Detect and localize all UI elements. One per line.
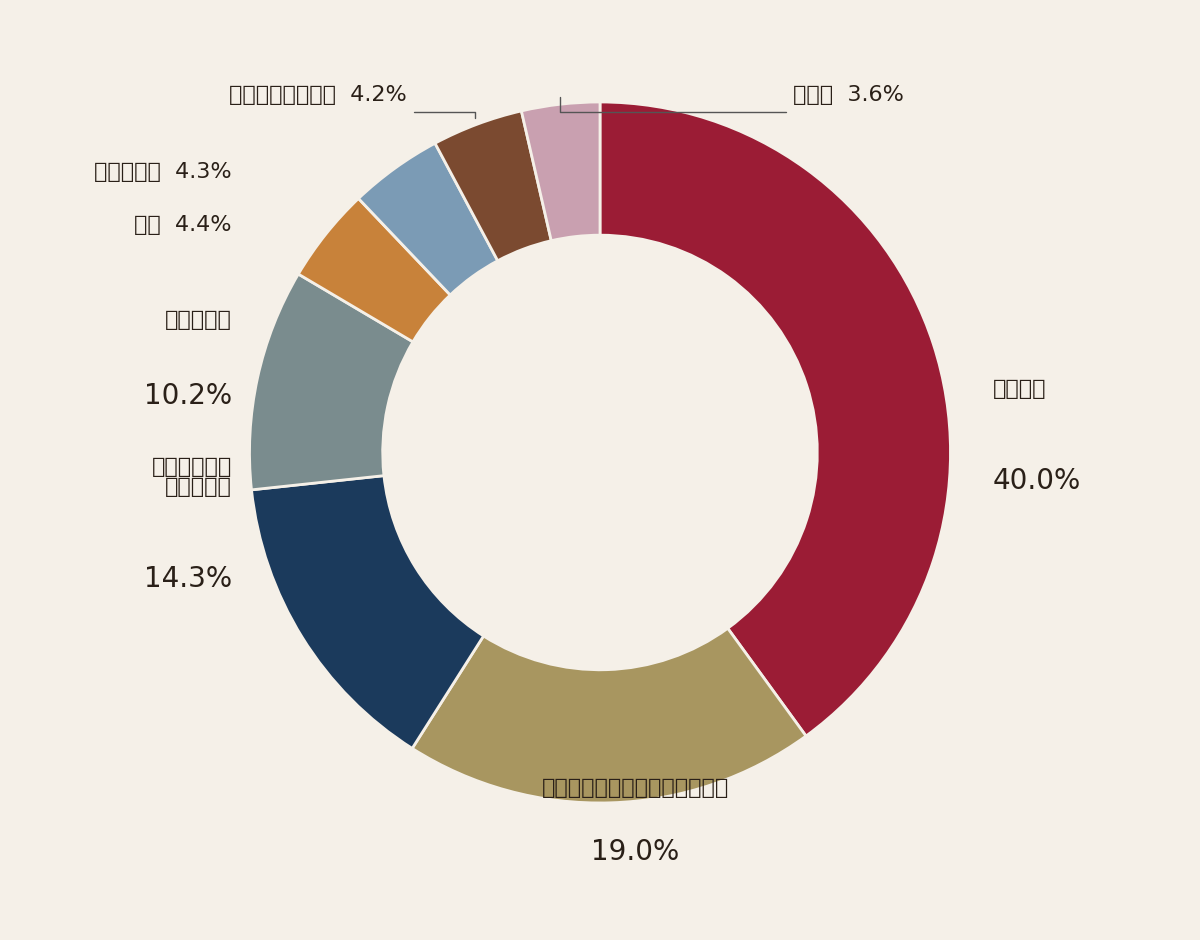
Text: 40.0%: 40.0%: [992, 466, 1081, 494]
Wedge shape: [250, 274, 413, 490]
Wedge shape: [600, 102, 950, 736]
Text: 生活必需品  4.3%: 生活必需品 4.3%: [95, 162, 232, 182]
Text: ヘルスケア: ヘルスケア: [166, 310, 232, 330]
Text: その他  3.6%: その他 3.6%: [793, 86, 904, 105]
Wedge shape: [252, 476, 484, 748]
Wedge shape: [436, 111, 551, 260]
Wedge shape: [521, 102, 600, 241]
Text: 14.3%: 14.3%: [144, 565, 232, 592]
Text: 金融  4.4%: 金融 4.4%: [134, 214, 232, 235]
Text: 情報技術: 情報技術: [992, 380, 1046, 400]
Text: 一般消費財・: 一般消費財・: [151, 457, 232, 477]
Text: 19.0%: 19.0%: [590, 838, 679, 866]
Text: サービス: サービス: [166, 477, 232, 497]
Text: コミュニケーション・サービス: コミュニケーション・サービス: [541, 778, 728, 798]
Text: 資本財・サービス  4.2%: 資本財・サービス 4.2%: [229, 86, 407, 105]
Wedge shape: [412, 628, 806, 803]
Wedge shape: [299, 198, 450, 342]
Text: 10.2%: 10.2%: [144, 383, 232, 411]
Wedge shape: [359, 143, 498, 295]
